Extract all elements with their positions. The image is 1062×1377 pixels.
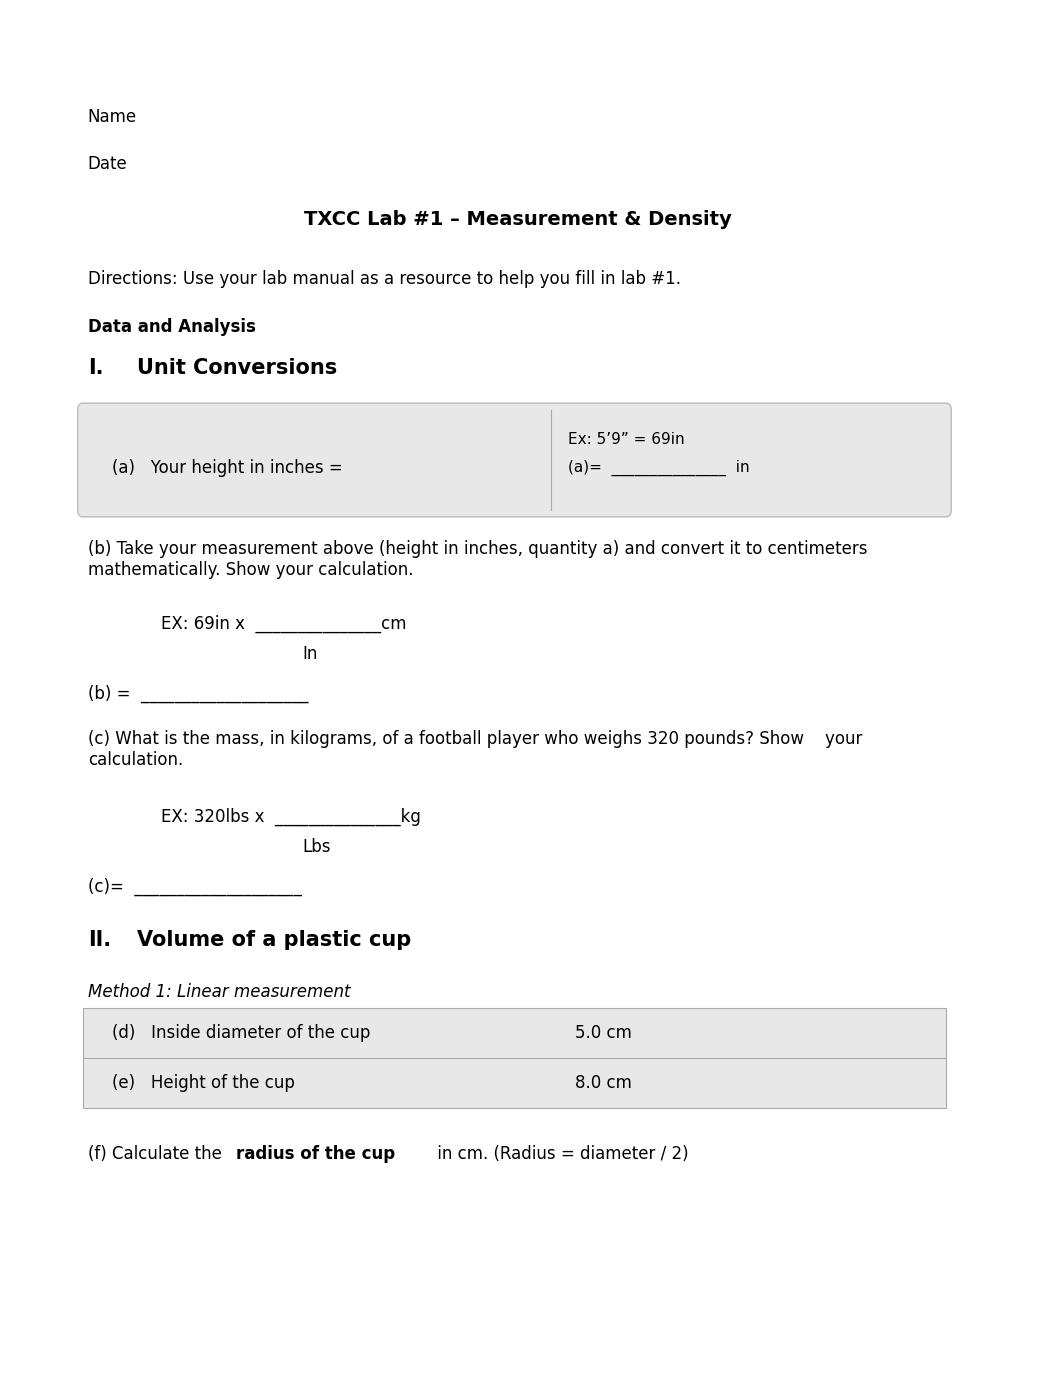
Text: Directions: Use your lab manual as a resource to help you fill in lab #1.: Directions: Use your lab manual as a res… <box>88 270 681 288</box>
Text: EX: 320lbs x  _______________kg: EX: 320lbs x _______________kg <box>161 808 421 826</box>
Text: 8.0 cm: 8.0 cm <box>576 1074 632 1092</box>
Text: Unit Conversions: Unit Conversions <box>137 358 337 379</box>
Text: EX: 69in x  _______________cm: EX: 69in x _______________cm <box>161 616 407 633</box>
Text: Volume of a plastic cup: Volume of a plastic cup <box>137 929 411 950</box>
Text: (a)=  _______________  in: (a)= _______________ in <box>568 460 750 476</box>
Text: radius of the cup: radius of the cup <box>236 1146 395 1164</box>
Text: 5.0 cm: 5.0 cm <box>576 1024 632 1042</box>
FancyBboxPatch shape <box>78 403 952 516</box>
Text: Ex: 5’9” = 69in: Ex: 5’9” = 69in <box>568 432 684 448</box>
Text: TXCC Lab #1 – Measurement & Density: TXCC Lab #1 – Measurement & Density <box>304 211 732 229</box>
Text: (c)=  ____________________: (c)= ____________________ <box>88 879 302 896</box>
Text: II.: II. <box>88 929 110 950</box>
Text: Lbs: Lbs <box>303 839 331 856</box>
Text: Name: Name <box>88 107 137 127</box>
Text: (b) =  ____________________: (b) = ____________________ <box>88 684 308 704</box>
Text: In: In <box>303 644 318 662</box>
Text: (e)   Height of the cup: (e) Height of the cup <box>113 1074 295 1092</box>
Text: in cm. (Radius = diameter / 2): in cm. (Radius = diameter / 2) <box>432 1146 688 1164</box>
Text: (b) Take your measurement above (height in inches, quantity a) and convert it to: (b) Take your measurement above (height … <box>88 540 868 578</box>
FancyBboxPatch shape <box>83 1008 946 1058</box>
Text: Date: Date <box>88 156 127 174</box>
Text: (c) What is the mass, in kilograms, of a football player who weighs 320 pounds? : (c) What is the mass, in kilograms, of a… <box>88 730 862 768</box>
Text: (f) Calculate the: (f) Calculate the <box>88 1146 227 1164</box>
Text: (a)   Your height in inches =: (a) Your height in inches = <box>113 459 343 476</box>
FancyBboxPatch shape <box>83 1058 946 1108</box>
Text: (d)   Inside diameter of the cup: (d) Inside diameter of the cup <box>113 1024 371 1042</box>
Text: Data and Analysis: Data and Analysis <box>88 318 256 336</box>
Text: I.: I. <box>88 358 103 379</box>
Text: Method 1: Linear measurement: Method 1: Linear measurement <box>88 983 350 1001</box>
